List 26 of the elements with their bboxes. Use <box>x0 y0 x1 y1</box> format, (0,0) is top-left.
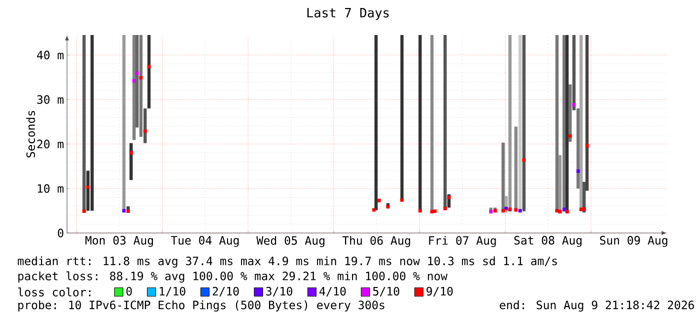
legend-label: 3/10 <box>266 286 292 296</box>
text: median rtt: 11.8 ms avg 37.4 ms max 4.9 ms min 19.7 ms now 10.3 ms sd 1.1 am/s <box>18 256 557 268</box>
y-tick-label: 10 m <box>38 184 64 193</box>
text: packet loss: 88.19 % avg 100.00 % max 29.21 % min 100.00 % now <box>18 271 448 283</box>
x-tick-label: Fri 07 Aug <box>429 236 496 248</box>
y-tick-label: 30 m <box>37 95 64 104</box>
y-tick-label: 20 m <box>37 140 64 148</box>
legend-label: 9/10 <box>426 286 453 296</box>
x-tick-label: Tue 04 Aug <box>170 236 239 247</box>
x-tick-label: Wed 05 Aug <box>256 236 324 248</box>
y-tick-label: 0 <box>58 228 64 238</box>
y-tick-label: 40 m <box>37 50 64 60</box>
legend-label: 4/10 <box>319 286 346 296</box>
legend-label: 2/10 <box>212 286 239 296</box>
legend-label: 0 <box>126 286 132 296</box>
legend-title: loss color: <box>18 288 90 296</box>
text: probe: 10 IPv6-ICMP Echo Pings (500 Bytes) every 300s <box>18 300 384 312</box>
x-tick-label: Mon 03 Aug <box>85 236 153 247</box>
x-tick-label: Thu 06 Aug <box>342 236 410 248</box>
chart-title: Last 7 Days <box>307 8 389 20</box>
y-axis-title: Seconds <box>26 110 36 158</box>
text: end: Sun Aug 9 21:18:42 2026 <box>500 300 694 312</box>
x-tick-label: Sun 09 Aug <box>600 236 668 247</box>
legend-label: 5/10 <box>373 286 400 296</box>
legend-label: 1/10 <box>160 286 186 296</box>
x-tick-label: Sat 08 Aug <box>514 236 582 247</box>
